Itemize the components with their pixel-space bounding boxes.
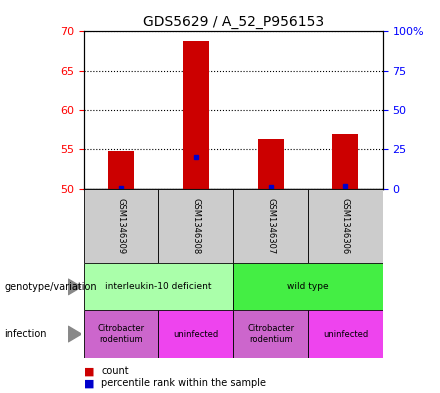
Bar [108,151,134,189]
Text: Citrobacter
rodentium: Citrobacter rodentium [247,324,294,344]
Bar [84,263,233,310]
Text: percentile rank within the sample: percentile rank within the sample [101,378,266,388]
Text: uninfected: uninfected [173,330,218,338]
Bar [158,189,233,263]
Bar [233,189,308,263]
Text: GSM1346308: GSM1346308 [191,198,200,254]
Text: wild type: wild type [287,283,329,291]
Text: uninfected: uninfected [323,330,368,338]
Text: infection: infection [4,329,47,339]
Title: GDS5629 / A_52_P956153: GDS5629 / A_52_P956153 [143,15,324,29]
Bar [308,310,383,358]
Bar [84,189,158,263]
Text: interleukin-10 deficient: interleukin-10 deficient [105,283,212,291]
Bar [183,41,209,189]
Bar [257,139,284,189]
Text: count: count [101,366,129,376]
Text: ■: ■ [84,366,94,376]
Text: Citrobacter
rodentium: Citrobacter rodentium [97,324,145,344]
Text: GSM1346306: GSM1346306 [341,198,350,254]
Bar [158,310,233,358]
Bar [332,134,359,189]
Text: GSM1346309: GSM1346309 [117,198,125,254]
Text: genotype/variation: genotype/variation [4,282,97,292]
Bar [308,189,383,263]
Bar [233,263,383,310]
Bar [84,310,158,358]
Polygon shape [68,279,81,295]
Text: GSM1346307: GSM1346307 [266,198,275,254]
Text: ■: ■ [84,378,94,388]
Polygon shape [68,326,81,342]
Bar [233,310,308,358]
